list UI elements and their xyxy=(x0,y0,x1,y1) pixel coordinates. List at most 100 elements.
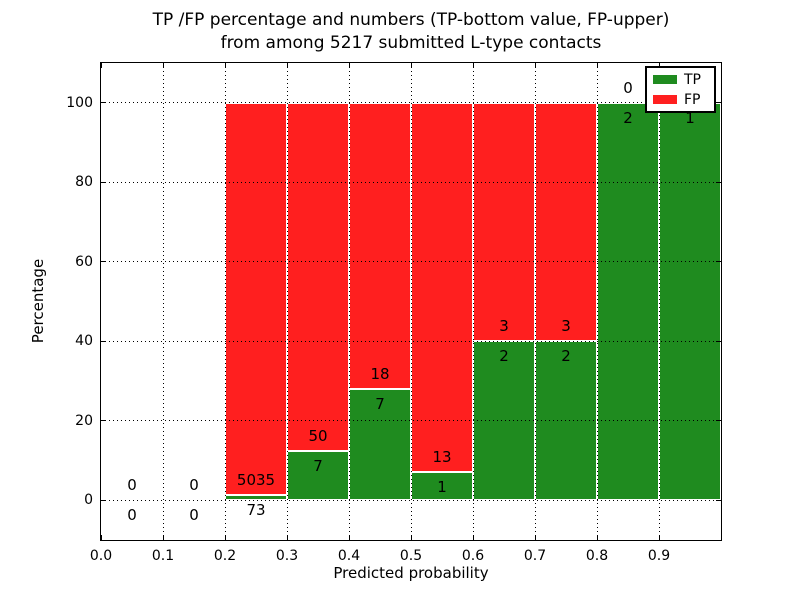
fp-bar xyxy=(535,102,597,342)
fp-swatch-icon xyxy=(653,95,677,104)
legend-label-tp: TP xyxy=(684,71,701,88)
x-gridline xyxy=(658,63,660,540)
y-tick-label: 80 xyxy=(75,174,93,191)
x-tick-mark xyxy=(100,535,102,540)
x-tick-mark xyxy=(224,63,226,68)
y-tick-label: 20 xyxy=(75,412,93,429)
legend: TP FP xyxy=(645,66,716,113)
legend-item-fp: FP xyxy=(653,93,714,107)
y-tick-label: 40 xyxy=(75,333,93,350)
x-gridline xyxy=(286,63,288,540)
x-tick-mark xyxy=(720,63,722,68)
fp-count-label: 50 xyxy=(308,427,328,446)
tp-count-label: 73 xyxy=(246,500,266,519)
x-tick-label: 0.4 xyxy=(337,548,361,564)
fp-count-label: 0 xyxy=(127,476,137,495)
y-tick-mark xyxy=(101,102,106,104)
y-gridline xyxy=(101,340,721,342)
x-gridline xyxy=(472,63,474,540)
x-tick-mark xyxy=(596,63,598,68)
x-tick-mark xyxy=(162,535,164,540)
chart-title: TP /FP percentage and numbers (TP-bottom… xyxy=(100,9,722,55)
x-tick-mark xyxy=(286,535,288,540)
x-tick-mark xyxy=(410,535,412,540)
y-gridline xyxy=(101,261,721,263)
y-tick-mark xyxy=(101,340,106,342)
y-tick-mark xyxy=(101,261,106,263)
x-tick-label: 0.0 xyxy=(89,548,113,564)
x-gridline xyxy=(224,63,226,540)
tp-count-label: 0 xyxy=(127,506,137,525)
y-axis-label: Percentage xyxy=(29,258,47,344)
plot-area: 0000503573507187131323202010.00.10.20.30… xyxy=(66,62,722,564)
x-gridline xyxy=(348,63,350,540)
tp-count-label: 1 xyxy=(685,108,695,127)
fp-count-label: 18 xyxy=(370,364,390,383)
tp-count-label: 1 xyxy=(437,477,447,496)
x-gridline xyxy=(410,63,412,540)
chart-title-line2: from among 5217 submitted L-type contact… xyxy=(220,33,602,53)
legend-label-fp: FP xyxy=(684,91,701,108)
x-tick-mark xyxy=(534,535,536,540)
x-tick-label: 0.3 xyxy=(275,548,299,564)
fp-count-label: 13 xyxy=(432,447,452,466)
fp-count-label: 3 xyxy=(499,317,509,336)
x-gridline xyxy=(596,63,598,540)
x-tick-mark xyxy=(658,63,660,68)
tp-count-label: 2 xyxy=(623,108,633,127)
x-tick-label: 0.7 xyxy=(523,548,547,564)
x-tick-mark xyxy=(348,63,350,68)
x-gridline xyxy=(162,63,164,540)
fp-bar xyxy=(473,102,535,342)
tp-count-label: 7 xyxy=(375,394,385,413)
y-gridline xyxy=(101,499,721,501)
tp-count-label: 2 xyxy=(499,347,509,366)
x-tick-label: 0.6 xyxy=(461,548,485,564)
x-tick-label: 0.5 xyxy=(399,548,423,564)
x-tick-mark xyxy=(162,63,164,68)
y-tick-mark xyxy=(101,181,106,183)
x-tick-label: 0.2 xyxy=(213,548,237,564)
y-gridline xyxy=(101,181,721,183)
x-tick-mark xyxy=(472,63,474,68)
fp-count-label: 0 xyxy=(623,78,633,97)
x-gridline xyxy=(534,63,536,540)
x-tick-mark xyxy=(348,535,350,540)
fp-count-label: 3 xyxy=(561,317,571,336)
y-tick-label: 0 xyxy=(84,492,93,509)
x-axis-label: Predicted probability xyxy=(333,564,489,582)
chart-title-line1: TP /FP percentage and numbers (TP-bottom… xyxy=(152,10,670,30)
x-tick-mark xyxy=(286,63,288,68)
x-tick-label: 0.8 xyxy=(585,548,609,564)
y-tick-mark xyxy=(716,340,721,342)
fp-count-label: 0 xyxy=(189,476,199,495)
tp-bar xyxy=(597,102,659,501)
tp-bar xyxy=(659,102,721,501)
fp-bar xyxy=(287,102,349,452)
x-tick-mark xyxy=(596,535,598,540)
fp-bar xyxy=(411,102,473,472)
fp-bar xyxy=(349,102,411,389)
x-tick-mark xyxy=(720,535,722,540)
x-tick-mark xyxy=(534,63,536,68)
x-tick-mark xyxy=(100,63,102,68)
x-tick-label: 0.1 xyxy=(151,548,175,564)
y-tick-mark xyxy=(716,420,721,422)
y-tick-mark xyxy=(716,181,721,183)
legend-item-tp: TP xyxy=(653,73,714,87)
fp-count-label: 5035 xyxy=(236,470,276,489)
y-tick-mark xyxy=(101,420,106,422)
x-tick-mark xyxy=(658,535,660,540)
tp-count-label: 0 xyxy=(189,506,199,525)
y-tick-mark xyxy=(716,499,721,501)
y-tick-label: 60 xyxy=(75,253,93,270)
y-tick-label: 100 xyxy=(66,94,93,111)
y-gridline xyxy=(101,102,721,104)
x-tick-mark xyxy=(410,63,412,68)
y-tick-mark xyxy=(716,102,721,104)
tp-count-label: 2 xyxy=(561,347,571,366)
fp-bar xyxy=(225,102,287,495)
tp-count-label: 7 xyxy=(313,457,323,476)
tp-swatch-icon xyxy=(653,75,677,84)
